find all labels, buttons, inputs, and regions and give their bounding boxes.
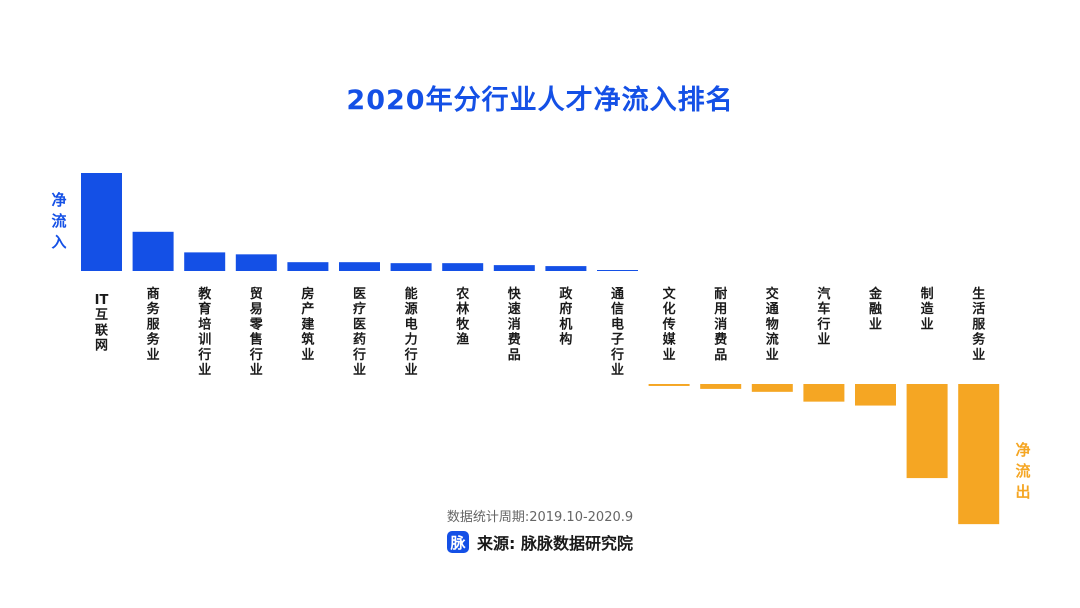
chart-title: 2020年分行业人才净流入排名 — [346, 85, 734, 116]
bar-12 — [648, 384, 690, 386]
data-period-text: 数据统计周期:2019.10-2020.9 — [446, 510, 634, 525]
category-label-3: 教育培训行业 — [197, 286, 212, 378]
category-label-12: 文化传媒业 — [662, 286, 677, 363]
category-label-4: 贸易零售行业 — [249, 286, 264, 378]
bar-9 — [493, 265, 535, 271]
bar-18 — [958, 384, 1000, 525]
bar-7 — [390, 263, 432, 271]
category-label-18: 生活服务业 — [972, 286, 986, 363]
maimai-logo-icon: 脉 — [447, 531, 469, 553]
bar-11 — [597, 270, 638, 271]
bar-16 — [855, 384, 896, 406]
bar-4 — [235, 254, 277, 271]
bar-5 — [287, 262, 329, 271]
category-label-16: 金融业 — [868, 286, 883, 332]
source-text: 来源: 脉脉数据研究院 — [477, 534, 633, 553]
category-label-15: 汽车行业 — [816, 286, 830, 348]
outflow-label: 净流出 — [1015, 441, 1031, 501]
category-label-17: 制造业 — [921, 286, 935, 332]
bar-17 — [906, 384, 948, 479]
category-label-2: 商务服务业 — [147, 286, 161, 363]
category-label-13: 耐用消费品 — [713, 286, 727, 363]
source-line: 脉 来源: 脉脉数据研究院 — [0, 530, 1080, 554]
bar-13 — [700, 384, 742, 389]
bar-10 — [545, 266, 587, 271]
category-label-1: IT 互联网 — [95, 293, 109, 354]
bar-3 — [184, 252, 226, 271]
category-label-5: 房产建筑业 — [301, 286, 314, 363]
bar-14 — [751, 384, 793, 392]
bar-8 — [442, 263, 484, 271]
category-label-6: 医疗医药行业 — [352, 287, 366, 378]
category-label-11: 通信电子行业 — [610, 286, 624, 378]
bar-15 — [803, 384, 845, 402]
category-label-9: 快速消费品 — [508, 286, 522, 363]
bar-1 — [81, 173, 122, 271]
inflow-label: 净流入 — [51, 191, 67, 251]
bar-6 — [339, 262, 380, 271]
bar-2 — [132, 231, 174, 271]
category-label-10: 政府机构 — [559, 286, 573, 348]
category-label-14: 交通物流业 — [766, 286, 779, 363]
category-label-8: 农林牧渔 — [455, 286, 470, 348]
category-label-7: 能源电力行业 — [404, 286, 418, 378]
